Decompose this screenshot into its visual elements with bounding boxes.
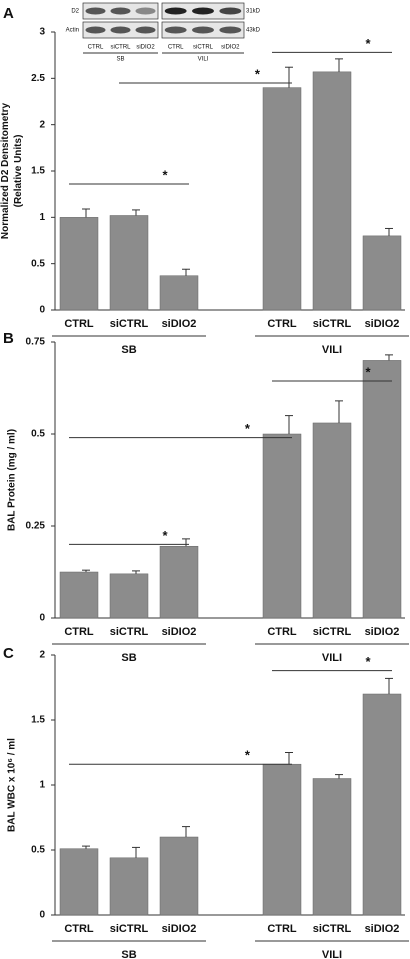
y-tick-label: 0.75 xyxy=(26,337,46,348)
bar xyxy=(362,693,402,916)
x-tick-label: CTRL xyxy=(64,626,94,638)
blot-lane-label: CTRL xyxy=(168,45,184,51)
bar xyxy=(109,573,149,619)
significance-star: * xyxy=(365,364,371,379)
bar xyxy=(262,433,302,619)
blot-band xyxy=(219,26,242,34)
y-tick-label: 1.5 xyxy=(31,166,45,177)
blot-lane-label: CTRL xyxy=(88,45,104,51)
blot-band xyxy=(85,26,106,34)
bar xyxy=(59,848,99,916)
y-axis-label: BAL WBC x 10⁶ / ml xyxy=(7,738,18,832)
blot-band xyxy=(135,7,156,15)
bar xyxy=(312,778,352,916)
x-tick-label: siCTRL xyxy=(313,626,352,638)
y-tick-label: 1 xyxy=(39,780,45,791)
y-tick-label: 0.5 xyxy=(31,429,45,440)
y-tick-label: 2 xyxy=(39,119,45,130)
blot-lane-label: siCTRL xyxy=(110,45,131,51)
blot-band xyxy=(164,7,187,15)
blot-band xyxy=(85,7,106,15)
y-tick-label: 0 xyxy=(39,305,45,316)
blot-lane-label: siDIO2 xyxy=(136,45,155,51)
panel-label: B xyxy=(3,330,14,347)
x-tick-label: siDIO2 xyxy=(162,923,197,935)
x-tick-label: CTRL xyxy=(64,923,94,935)
bar xyxy=(59,571,99,619)
y-tick-label: 1 xyxy=(39,212,45,223)
blot-size-label: 31kD xyxy=(246,9,261,15)
significance-star: * xyxy=(245,748,251,763)
blot-band xyxy=(219,7,242,15)
blot-lane-label: siCTRL xyxy=(193,45,214,51)
x-tick-label: CTRL xyxy=(64,318,94,330)
y-tick-label: 0 xyxy=(39,613,45,624)
significance-star: * xyxy=(255,66,261,81)
x-tick-label: siCTRL xyxy=(313,318,352,330)
bar xyxy=(159,545,199,619)
y-axis-label: (Relative Units) xyxy=(13,135,24,208)
y-axis-label: BAL Protein (mg / ml) xyxy=(7,429,18,531)
bar xyxy=(159,836,199,916)
y-tick-label: 0 xyxy=(39,910,45,921)
blot-band xyxy=(110,7,131,15)
y-axis-label: Normalized D2 Densitometry xyxy=(0,102,11,239)
significance-star: * xyxy=(162,528,168,543)
significance-star: * xyxy=(365,36,371,51)
x-tick-label: siDIO2 xyxy=(365,626,400,638)
bar xyxy=(109,215,149,311)
x-tick-label: CTRL xyxy=(267,923,297,935)
y-tick-label: 0.5 xyxy=(31,845,45,856)
y-tick-label: 0.5 xyxy=(31,258,45,269)
bar xyxy=(159,275,199,311)
y-tick-label: 3 xyxy=(39,27,45,38)
x-tick-label: siDIO2 xyxy=(162,626,197,638)
group-label: SB xyxy=(121,949,136,959)
group-label: VILI xyxy=(322,652,342,664)
y-tick-label: 1.5 xyxy=(31,715,45,726)
blot-band xyxy=(192,26,214,34)
significance-star: * xyxy=(162,167,168,182)
bar xyxy=(59,217,99,311)
group-label: VILI xyxy=(322,949,342,959)
y-tick-label: 2 xyxy=(39,650,45,661)
blot-size-label: 43kD xyxy=(246,28,261,34)
x-tick-label: siCTRL xyxy=(110,626,149,638)
blot-group-label: VILI xyxy=(198,57,209,63)
bar xyxy=(262,763,302,916)
panel-label: A xyxy=(3,5,14,22)
bar xyxy=(312,422,352,619)
bar xyxy=(262,87,302,311)
blot-band xyxy=(110,26,131,34)
x-tick-label: siCTRL xyxy=(313,923,352,935)
blot-lane-label: siDIO2 xyxy=(221,45,240,51)
x-tick-label: siCTRL xyxy=(110,923,149,935)
bar xyxy=(362,235,402,311)
x-tick-label: siCTRL xyxy=(110,318,149,330)
group-label: VILI xyxy=(322,344,342,356)
blot-band xyxy=(164,26,187,34)
blot-row-label: D2 xyxy=(71,9,79,15)
y-tick-label: 0.25 xyxy=(26,521,46,532)
significance-star: * xyxy=(365,654,371,669)
bar xyxy=(312,71,352,311)
blot-group-label: SB xyxy=(116,57,124,63)
x-tick-label: CTRL xyxy=(267,318,297,330)
blot-row-label: Actin xyxy=(66,28,79,34)
blot-band xyxy=(135,26,156,34)
group-label: SB xyxy=(121,344,136,356)
significance-star: * xyxy=(245,421,251,436)
x-tick-label: siDIO2 xyxy=(365,318,400,330)
bar xyxy=(109,857,149,916)
panel-label: C xyxy=(3,645,14,662)
x-tick-label: siDIO2 xyxy=(365,923,400,935)
x-tick-label: siDIO2 xyxy=(162,318,197,330)
x-tick-label: CTRL xyxy=(267,626,297,638)
blot-band xyxy=(192,7,214,15)
y-tick-label: 2.5 xyxy=(31,73,45,84)
bar xyxy=(362,360,402,619)
group-label: SB xyxy=(121,652,136,664)
